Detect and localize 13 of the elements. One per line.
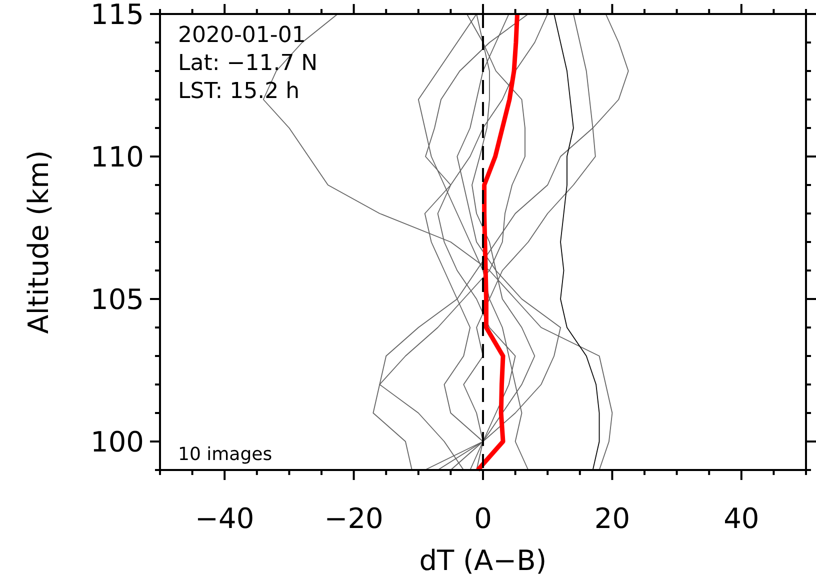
y-tick-label: 105: [90, 283, 144, 316]
y-tick-label: 110: [90, 140, 144, 174]
x-tick-label: −40: [195, 502, 254, 535]
x-tick-label: 0: [474, 502, 492, 535]
x-tick-label: 20: [594, 502, 630, 535]
x-tick-label: −20: [324, 502, 384, 535]
annotation: 2020-01-01: [178, 23, 306, 48]
y-tick-label: 115: [90, 0, 144, 31]
x-tick-label: 40: [724, 502, 760, 535]
y-axis-title: Altitude (km): [22, 150, 55, 334]
annotation: 10 images: [178, 444, 272, 465]
x-axis-title: dT (A−B): [419, 544, 547, 577]
y-tick-label: 100: [90, 426, 144, 458]
